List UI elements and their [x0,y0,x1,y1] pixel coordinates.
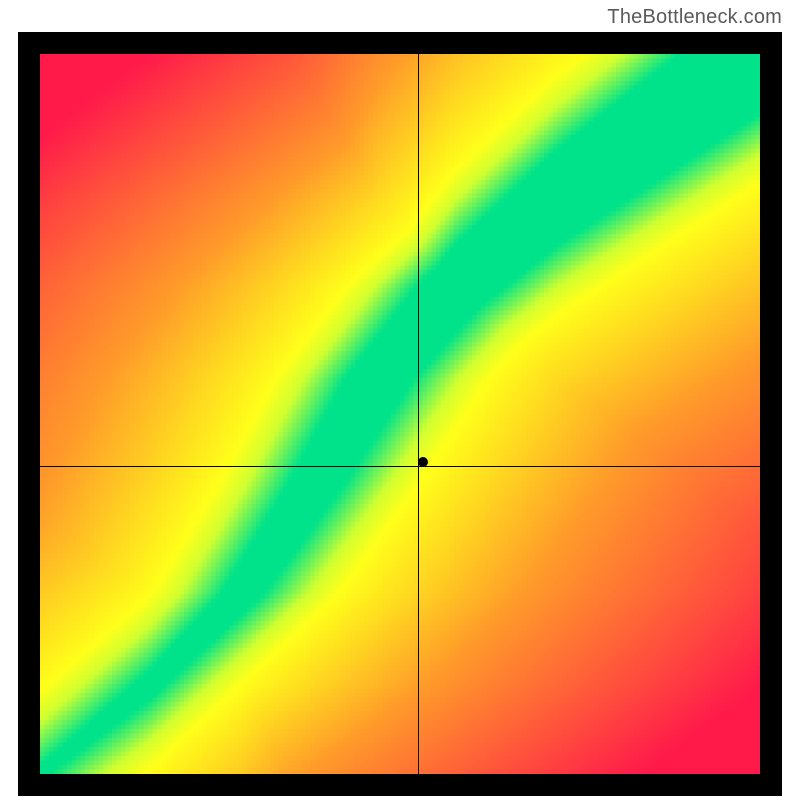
crosshair-horizontal [40,466,760,467]
heatmap-canvas [40,54,760,774]
watermark-text: TheBottleneck.com [607,6,782,29]
heatmap-plot [40,54,760,774]
data-point-marker [418,457,428,467]
container: TheBottleneck.com [0,0,800,800]
crosshair-vertical [418,54,419,774]
chart-frame [18,32,782,796]
